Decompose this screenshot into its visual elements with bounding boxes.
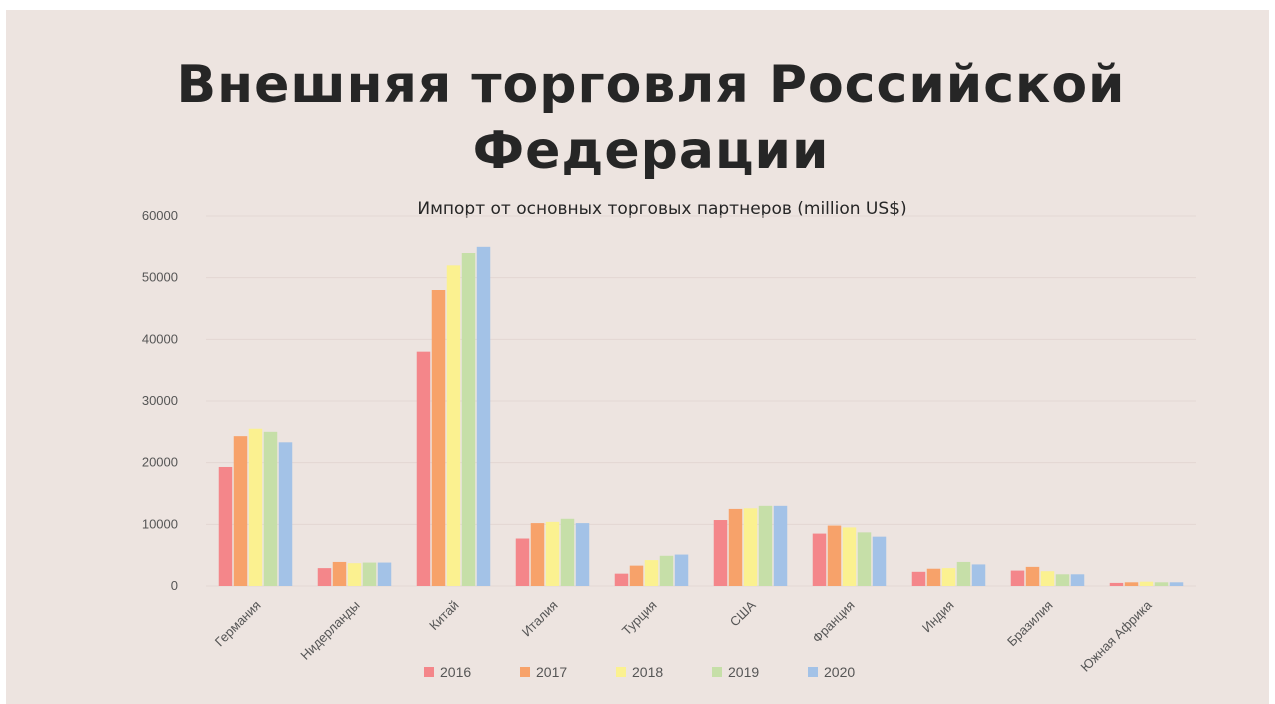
bar <box>362 562 377 586</box>
bar <box>248 428 263 586</box>
bar <box>530 523 545 586</box>
bar <box>545 521 560 586</box>
y-tick-label: 30000 <box>142 393 178 408</box>
bar <box>218 466 233 586</box>
bar <box>773 505 788 586</box>
x-tick-label: Франция <box>809 598 857 646</box>
grid <box>206 215 1196 587</box>
bar <box>812 533 827 586</box>
bar <box>644 560 659 586</box>
bar <box>278 442 293 586</box>
page-title-line-2: Федерации <box>472 121 830 181</box>
bar <box>971 564 986 586</box>
legend-swatch <box>712 667 722 677</box>
legend-swatch <box>616 667 626 677</box>
page-title-line-1: Внешняя торговля Российской <box>176 55 1126 115</box>
bar <box>713 520 728 586</box>
bar <box>659 555 674 586</box>
bar <box>1139 581 1154 586</box>
bar <box>1109 582 1124 586</box>
bar <box>614 573 629 586</box>
bar <box>446 265 461 586</box>
y-tick-label: 10000 <box>142 516 178 531</box>
bar <box>911 571 926 586</box>
bar <box>560 518 575 586</box>
bar <box>317 568 332 586</box>
bar <box>926 568 941 586</box>
bar <box>461 253 476 586</box>
x-tick-label: Индия <box>919 598 957 636</box>
slide: Внешняя торговля Российской Федерации Им… <box>6 10 1269 704</box>
bar <box>1055 574 1070 586</box>
x-tick-label: Южная Африка <box>1077 597 1155 675</box>
bar <box>1124 582 1139 586</box>
bar <box>263 431 278 586</box>
legend-label: 2017 <box>536 664 567 680</box>
x-tick-label: Бразилия <box>1004 598 1056 650</box>
bar <box>575 523 590 586</box>
bar <box>956 561 971 586</box>
bars <box>218 246 1184 587</box>
legend-label: 2018 <box>632 664 663 680</box>
y-tick-label: 0 <box>171 578 178 593</box>
bar <box>629 565 644 586</box>
bar <box>827 525 842 586</box>
y-tick-label: 40000 <box>142 331 178 346</box>
bar <box>377 562 392 586</box>
bar <box>476 246 491 587</box>
bar <box>1040 571 1055 586</box>
bar <box>1154 582 1169 586</box>
bar <box>1169 582 1184 586</box>
bar <box>1010 570 1025 586</box>
y-tick-label: 20000 <box>142 455 178 470</box>
bar <box>857 532 872 586</box>
legend-label: 2020 <box>824 664 855 680</box>
bar <box>332 561 347 586</box>
bar <box>842 527 857 586</box>
bar <box>941 568 956 586</box>
legend: 2016 2017 2018 2019 2020 <box>424 664 855 680</box>
chart-subtitle: Импорт от основных торговых партнеров (m… <box>417 199 906 219</box>
x-tick-label: Италия <box>519 598 561 640</box>
y-axis-ticks: 0 10000 20000 30000 40000 50000 60000 <box>142 208 178 593</box>
bar <box>416 351 431 586</box>
bar <box>347 563 362 586</box>
legend-label: 2019 <box>728 664 759 680</box>
x-tick-label: Нидерланды <box>297 598 362 663</box>
legend-label: 2016 <box>440 664 471 680</box>
x-tick-label: Турция <box>619 598 660 639</box>
bar <box>674 554 689 586</box>
page-title: Внешняя торговля Российской Федерации <box>6 52 1269 184</box>
legend-swatch <box>520 667 530 677</box>
bar <box>1070 574 1085 586</box>
legend-swatch <box>424 667 434 677</box>
bar <box>515 538 530 586</box>
bar <box>743 508 758 586</box>
bar <box>431 290 446 586</box>
bar <box>758 505 773 586</box>
legend-swatch <box>808 667 818 677</box>
bar <box>872 536 887 586</box>
x-tick-label: Китай <box>426 598 461 633</box>
y-tick-label: 50000 <box>142 270 178 285</box>
bar <box>1025 566 1040 586</box>
bar <box>233 436 248 586</box>
x-tick-label: Германия <box>212 598 264 650</box>
chart: Импорт от основных торговых партнеров (m… <box>142 199 1196 680</box>
category-labels: Германия Нидерланды Китай Италия Турция США Фр… <box>212 597 1155 675</box>
y-tick-label: 60000 <box>142 208 178 223</box>
bar <box>728 508 743 586</box>
x-tick-label: США <box>727 597 759 629</box>
